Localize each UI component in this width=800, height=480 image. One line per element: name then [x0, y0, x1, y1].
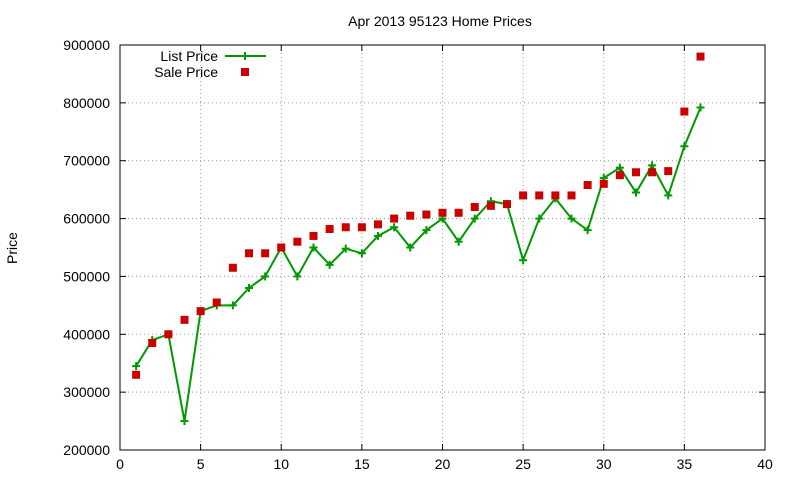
sale-price-point	[196, 307, 205, 316]
legend-label-sale-price: Sale Price	[154, 64, 218, 80]
sale-price-point	[486, 201, 495, 210]
sale-price-point	[390, 214, 399, 223]
list-price-point	[422, 226, 431, 235]
x-tick-label: 20	[435, 456, 451, 472]
sale-price-point	[454, 208, 463, 217]
list-price-point	[325, 260, 334, 269]
sale-price-point	[519, 191, 528, 200]
y-tick-label: 500000	[63, 268, 110, 284]
list-price-point	[583, 226, 592, 235]
list-price-line	[135, 107, 702, 422]
sale-price-point	[551, 191, 560, 200]
y-tick-label: 700000	[63, 153, 110, 169]
sale-price-point	[680, 107, 689, 116]
list-price-point	[132, 362, 141, 371]
list-price-point	[309, 243, 318, 252]
list-price-point	[648, 161, 657, 170]
sale-price-point	[309, 231, 318, 240]
y-axis-label: Price	[4, 232, 20, 264]
y-tick-label: 900000	[63, 37, 110, 53]
sale-price-point	[212, 298, 221, 307]
list-price-point	[632, 188, 640, 197]
y-tick-label: 800000	[63, 95, 110, 111]
sale-price-point	[164, 330, 173, 339]
sale-price-point	[422, 210, 431, 219]
sale-price-point	[615, 171, 624, 180]
sale-price-point	[696, 52, 705, 61]
sale-price-point	[648, 168, 657, 177]
sale-price-point	[325, 224, 334, 233]
list-price-point	[680, 142, 689, 151]
legend-label-list-price: List Price	[160, 48, 218, 64]
legend-swatch-sale-price	[241, 68, 249, 76]
list-price-point	[245, 284, 253, 292]
list-price-point	[567, 214, 576, 223]
list-price-point	[341, 244, 350, 253]
x-tick-label: 25	[515, 456, 531, 472]
sale-price-point	[374, 220, 382, 229]
list-price-point	[615, 163, 624, 172]
sale-price-point	[583, 181, 592, 190]
legend-swatch-marker-list-price	[241, 52, 249, 60]
sale-price-point	[357, 223, 366, 232]
chart-title: Apr 2013 95123 Home Prices	[348, 13, 532, 29]
list-price-point	[293, 272, 302, 281]
sale-price-point	[245, 249, 253, 258]
x-tick-label: 10	[273, 456, 289, 472]
list-price-point	[228, 301, 237, 310]
list-price-point	[374, 231, 382, 240]
series-layer	[132, 52, 705, 426]
y-tick-label: 300000	[63, 384, 110, 400]
sale-price-point	[535, 191, 544, 200]
sale-price-point	[406, 211, 415, 220]
list-price-point	[406, 243, 415, 252]
x-tick-label: 30	[596, 456, 612, 472]
list-price-point	[696, 103, 705, 112]
sale-price-point	[503, 200, 511, 209]
y-tick-label: 400000	[63, 326, 110, 342]
tick-labels: 0 5 10 15 20 25 30 35 40 200000 300000 400000 500000…	[63, 37, 773, 472]
sale-price-point	[148, 338, 157, 347]
sale-price-point	[277, 243, 286, 252]
sale-price-point	[341, 223, 350, 232]
x-tick-label: 40	[757, 456, 773, 472]
list-price-point	[535, 214, 544, 223]
sale-price-point	[261, 249, 270, 258]
list-price-point	[470, 214, 479, 223]
list-price-point	[357, 249, 366, 258]
sale-price-point	[438, 208, 447, 217]
x-tick-label: 35	[677, 456, 693, 472]
list-price-point	[261, 272, 270, 281]
sale-price-point	[470, 203, 479, 211]
plot-frame	[119, 44, 766, 451]
list-price-point	[180, 417, 189, 426]
sale-price-point	[180, 315, 189, 324]
list-price-point	[664, 191, 673, 200]
x-tick-label: 0	[116, 456, 124, 472]
sale-price-point	[599, 179, 608, 188]
x-tick-label: 15	[354, 456, 370, 472]
y-tick-label: 600000	[63, 211, 110, 227]
grid	[120, 45, 765, 450]
sale-price-point	[132, 370, 141, 379]
list-price-point	[454, 237, 463, 246]
sale-price-point	[664, 167, 673, 176]
sale-price-point	[567, 191, 576, 200]
y-tick-label: 200000	[63, 442, 110, 458]
x-tick-label: 5	[197, 456, 205, 472]
list-price-point	[390, 223, 399, 232]
sale-price-point	[632, 168, 640, 177]
sale-price-point	[228, 263, 237, 272]
sale-price-point	[293, 237, 302, 246]
list-price-point	[519, 256, 528, 265]
